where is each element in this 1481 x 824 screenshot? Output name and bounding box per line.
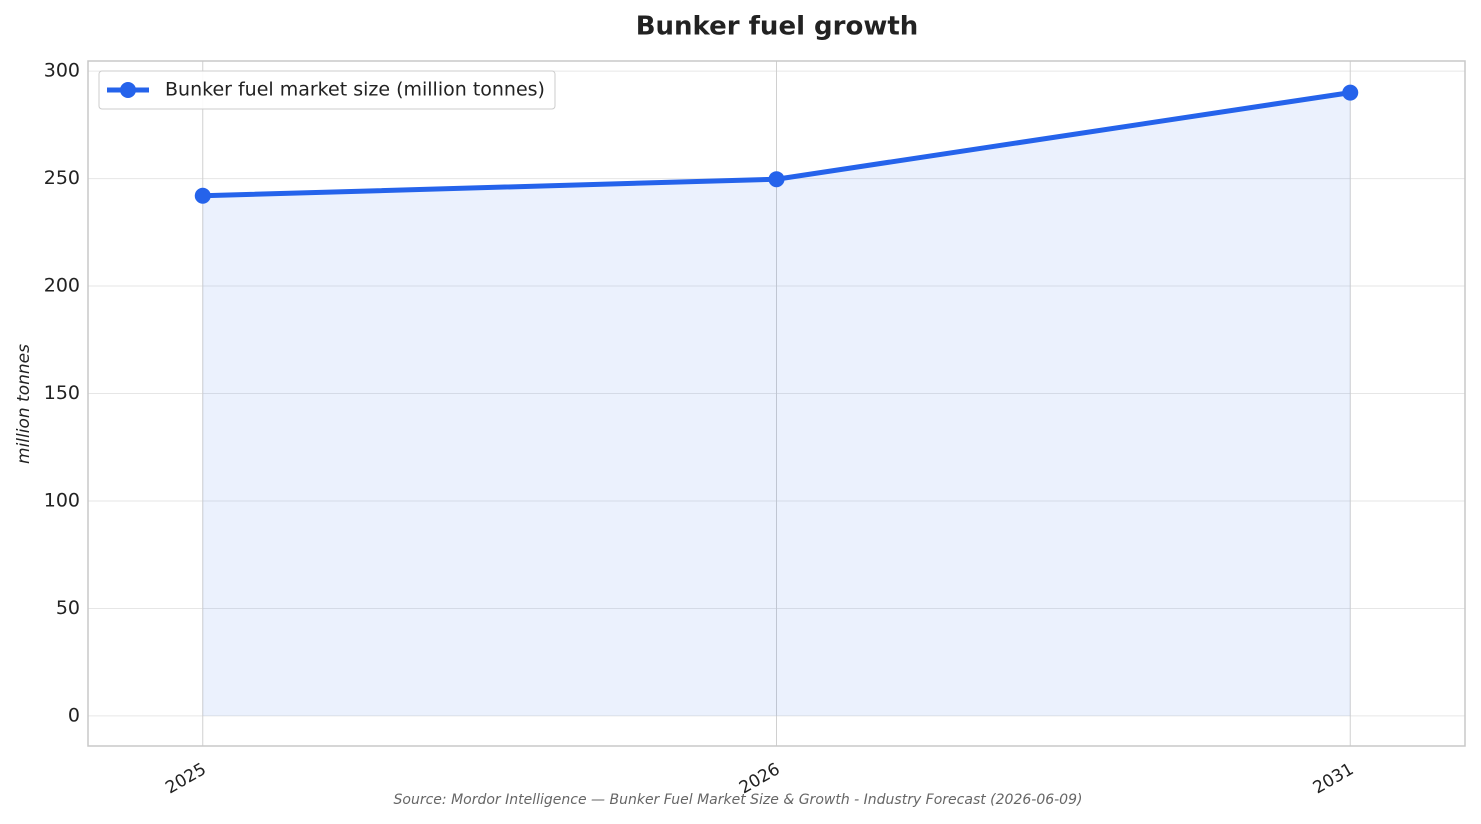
area bbox=[202, 92, 1351, 716]
point bbox=[1342, 84, 1359, 101]
y-tick-label: 250 bbox=[44, 167, 80, 189]
legend-label: Bunker fuel market size (million tonnes) bbox=[165, 79, 545, 101]
x-tick-label: 2031 bbox=[1310, 759, 1357, 798]
chart-title: Bunker fuel growth bbox=[636, 12, 919, 42]
y-tick-label: 50 bbox=[56, 597, 80, 619]
point bbox=[194, 187, 211, 204]
y-tick-label: 0 bbox=[68, 704, 80, 726]
legend-box bbox=[98, 70, 556, 110]
y-tick-label: 100 bbox=[44, 489, 80, 511]
legend-marker bbox=[120, 82, 136, 98]
point bbox=[768, 171, 785, 188]
legend: Bunker fuel market size (million tonnes) bbox=[98, 70, 556, 110]
y-tick-label: 300 bbox=[44, 60, 80, 82]
plot-frame bbox=[87, 60, 1466, 747]
source-note: Source: Mordor Intelligence — Bunker Fue… bbox=[394, 792, 1083, 808]
y-axis-label: million tonnes bbox=[14, 344, 34, 464]
y-tick-label: 200 bbox=[44, 275, 80, 297]
x-tick-label: 2025 bbox=[162, 759, 209, 798]
y-tick-label: 150 bbox=[44, 382, 80, 404]
